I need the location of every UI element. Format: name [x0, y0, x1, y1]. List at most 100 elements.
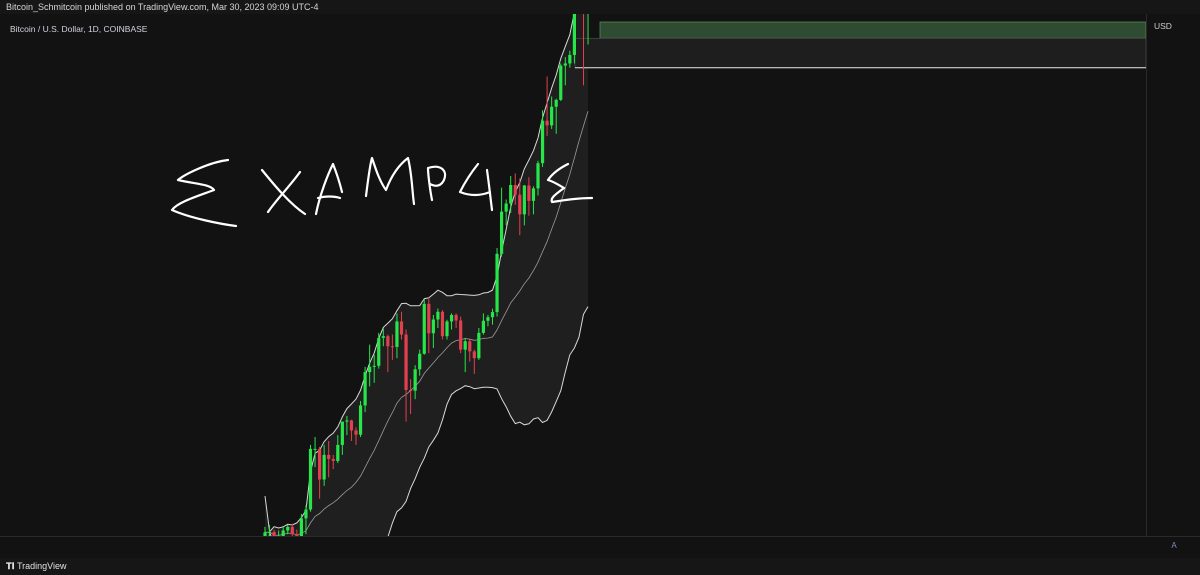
candle[interactable]	[500, 187, 504, 257]
candle-body	[449, 314, 454, 322]
candle[interactable]	[545, 76, 549, 137]
candle[interactable]	[582, 14, 585, 86]
candle[interactable]	[336, 435, 340, 463]
candle-body	[313, 448, 317, 450]
candle[interactable]	[395, 313, 399, 359]
candle-body	[440, 311, 445, 337]
candle[interactable]	[349, 419, 354, 441]
candle[interactable]	[459, 316, 463, 354]
candle-body	[459, 320, 463, 350]
candle-body	[386, 336, 390, 347]
candle[interactable]	[481, 313, 485, 335]
candle[interactable]	[518, 178, 522, 236]
candle[interactable]	[472, 349, 476, 374]
candle[interactable]	[331, 454, 335, 470]
candle-body	[409, 389, 413, 391]
candle[interactable]	[363, 366, 367, 413]
resistance-zone[interactable]	[599, 21, 1147, 39]
candle[interactable]	[449, 313, 454, 330]
basis-line	[264, 111, 589, 536]
candle[interactable]	[568, 50, 572, 68]
candle[interactable]	[422, 299, 426, 355]
candle-body	[349, 420, 354, 431]
candle[interactable]	[413, 365, 417, 400]
candle-body	[372, 365, 376, 367]
candle[interactable]	[308, 444, 313, 512]
candle[interactable]	[358, 400, 363, 438]
time-axis[interactable]	[0, 536, 1200, 558]
candle[interactable]	[454, 313, 458, 328]
candle[interactable]	[495, 248, 499, 317]
lower-band-line	[266, 306, 589, 558]
candle-body	[354, 430, 358, 435]
candle[interactable]	[368, 344, 372, 387]
candle-body	[531, 188, 536, 201]
candle-body	[286, 526, 290, 531]
candle[interactable]	[340, 421, 344, 455]
candle[interactable]	[468, 339, 472, 362]
candle[interactable]	[540, 110, 545, 168]
candle[interactable]	[509, 175, 513, 213]
candle-body	[290, 526, 294, 535]
candle-body	[463, 341, 467, 350]
candle[interactable]	[327, 440, 331, 478]
candle[interactable]	[404, 329, 408, 422]
price-axis[interactable]	[1146, 14, 1200, 536]
candle[interactable]	[354, 427, 358, 445]
candle[interactable]	[550, 96, 554, 129]
candle-body	[568, 54, 572, 64]
candle[interactable]	[399, 311, 404, 340]
candle-body	[445, 321, 449, 337]
candle-body	[299, 518, 303, 549]
candle[interactable]	[504, 199, 508, 226]
candle-body	[554, 99, 558, 107]
candle-body	[550, 106, 554, 126]
candle[interactable]	[286, 525, 290, 535]
candle[interactable]	[572, 14, 576, 64]
candle-body	[395, 321, 399, 347]
candle[interactable]	[318, 446, 322, 499]
candle[interactable]	[440, 310, 445, 340]
candle[interactable]	[427, 297, 431, 354]
candle[interactable]	[372, 354, 376, 383]
candle-body	[336, 444, 340, 461]
candle[interactable]	[536, 160, 540, 196]
candle[interactable]	[586, 14, 589, 45]
candle[interactable]	[290, 523, 294, 537]
candle-body	[495, 253, 499, 313]
candle[interactable]	[522, 184, 526, 226]
candle[interactable]	[381, 327, 385, 347]
auto-scale-button[interactable]: A	[1171, 541, 1177, 550]
candle[interactable]	[313, 437, 317, 468]
candle[interactable]	[477, 327, 481, 360]
candle[interactable]	[345, 415, 349, 436]
candle[interactable]	[409, 379, 413, 415]
candle[interactable]	[445, 319, 449, 340]
band-fill	[265, 14, 589, 558]
candle-body	[563, 63, 567, 66]
candle[interactable]	[418, 349, 422, 376]
candle[interactable]	[322, 444, 326, 486]
candle[interactable]	[554, 98, 558, 134]
candle[interactable]	[559, 63, 563, 102]
candle[interactable]	[490, 308, 495, 325]
publish-line: Bitcoin_Schmitcoin published on TradingV…	[6, 2, 319, 12]
chart-canvas[interactable]: 30000.0029000.0028000.0027000.0026000.00…	[0, 14, 1200, 558]
candle-body	[472, 351, 476, 359]
candle[interactable]	[386, 334, 390, 373]
candle[interactable]	[431, 314, 435, 348]
candle[interactable]	[563, 57, 567, 86]
candle[interactable]	[531, 186, 536, 215]
candle[interactable]	[390, 334, 394, 360]
candle[interactable]	[436, 308, 440, 328]
range-zone[interactable]	[574, 37, 1147, 69]
candle[interactable]	[377, 332, 381, 369]
candle[interactable]	[486, 314, 490, 327]
currency-label[interactable]: USD	[1154, 21, 1172, 31]
candle[interactable]	[463, 337, 467, 373]
candle-body	[454, 314, 458, 321]
candle[interactable]	[527, 177, 531, 216]
candle-body	[418, 353, 422, 370]
candle[interactable]	[513, 173, 517, 205]
candle[interactable]	[304, 505, 308, 535]
